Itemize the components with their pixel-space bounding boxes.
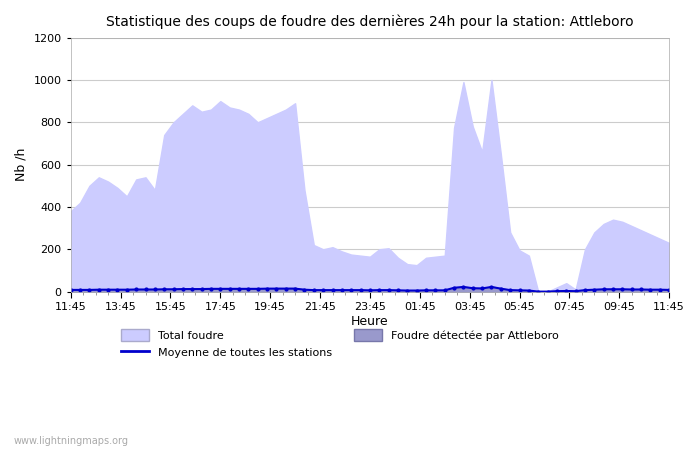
Legend: Total foudre, Moyenne de toutes les stations, Foudre détectée par Attleboro: Total foudre, Moyenne de toutes les stat… bbox=[117, 325, 564, 362]
Title: Statistique des coups de foudre des dernières 24h pour la station: Attleboro: Statistique des coups de foudre des dern… bbox=[106, 15, 634, 30]
Text: www.lightningmaps.org: www.lightningmaps.org bbox=[14, 436, 129, 446]
X-axis label: Heure: Heure bbox=[351, 315, 388, 328]
Y-axis label: Nb /h: Nb /h bbox=[15, 148, 28, 181]
